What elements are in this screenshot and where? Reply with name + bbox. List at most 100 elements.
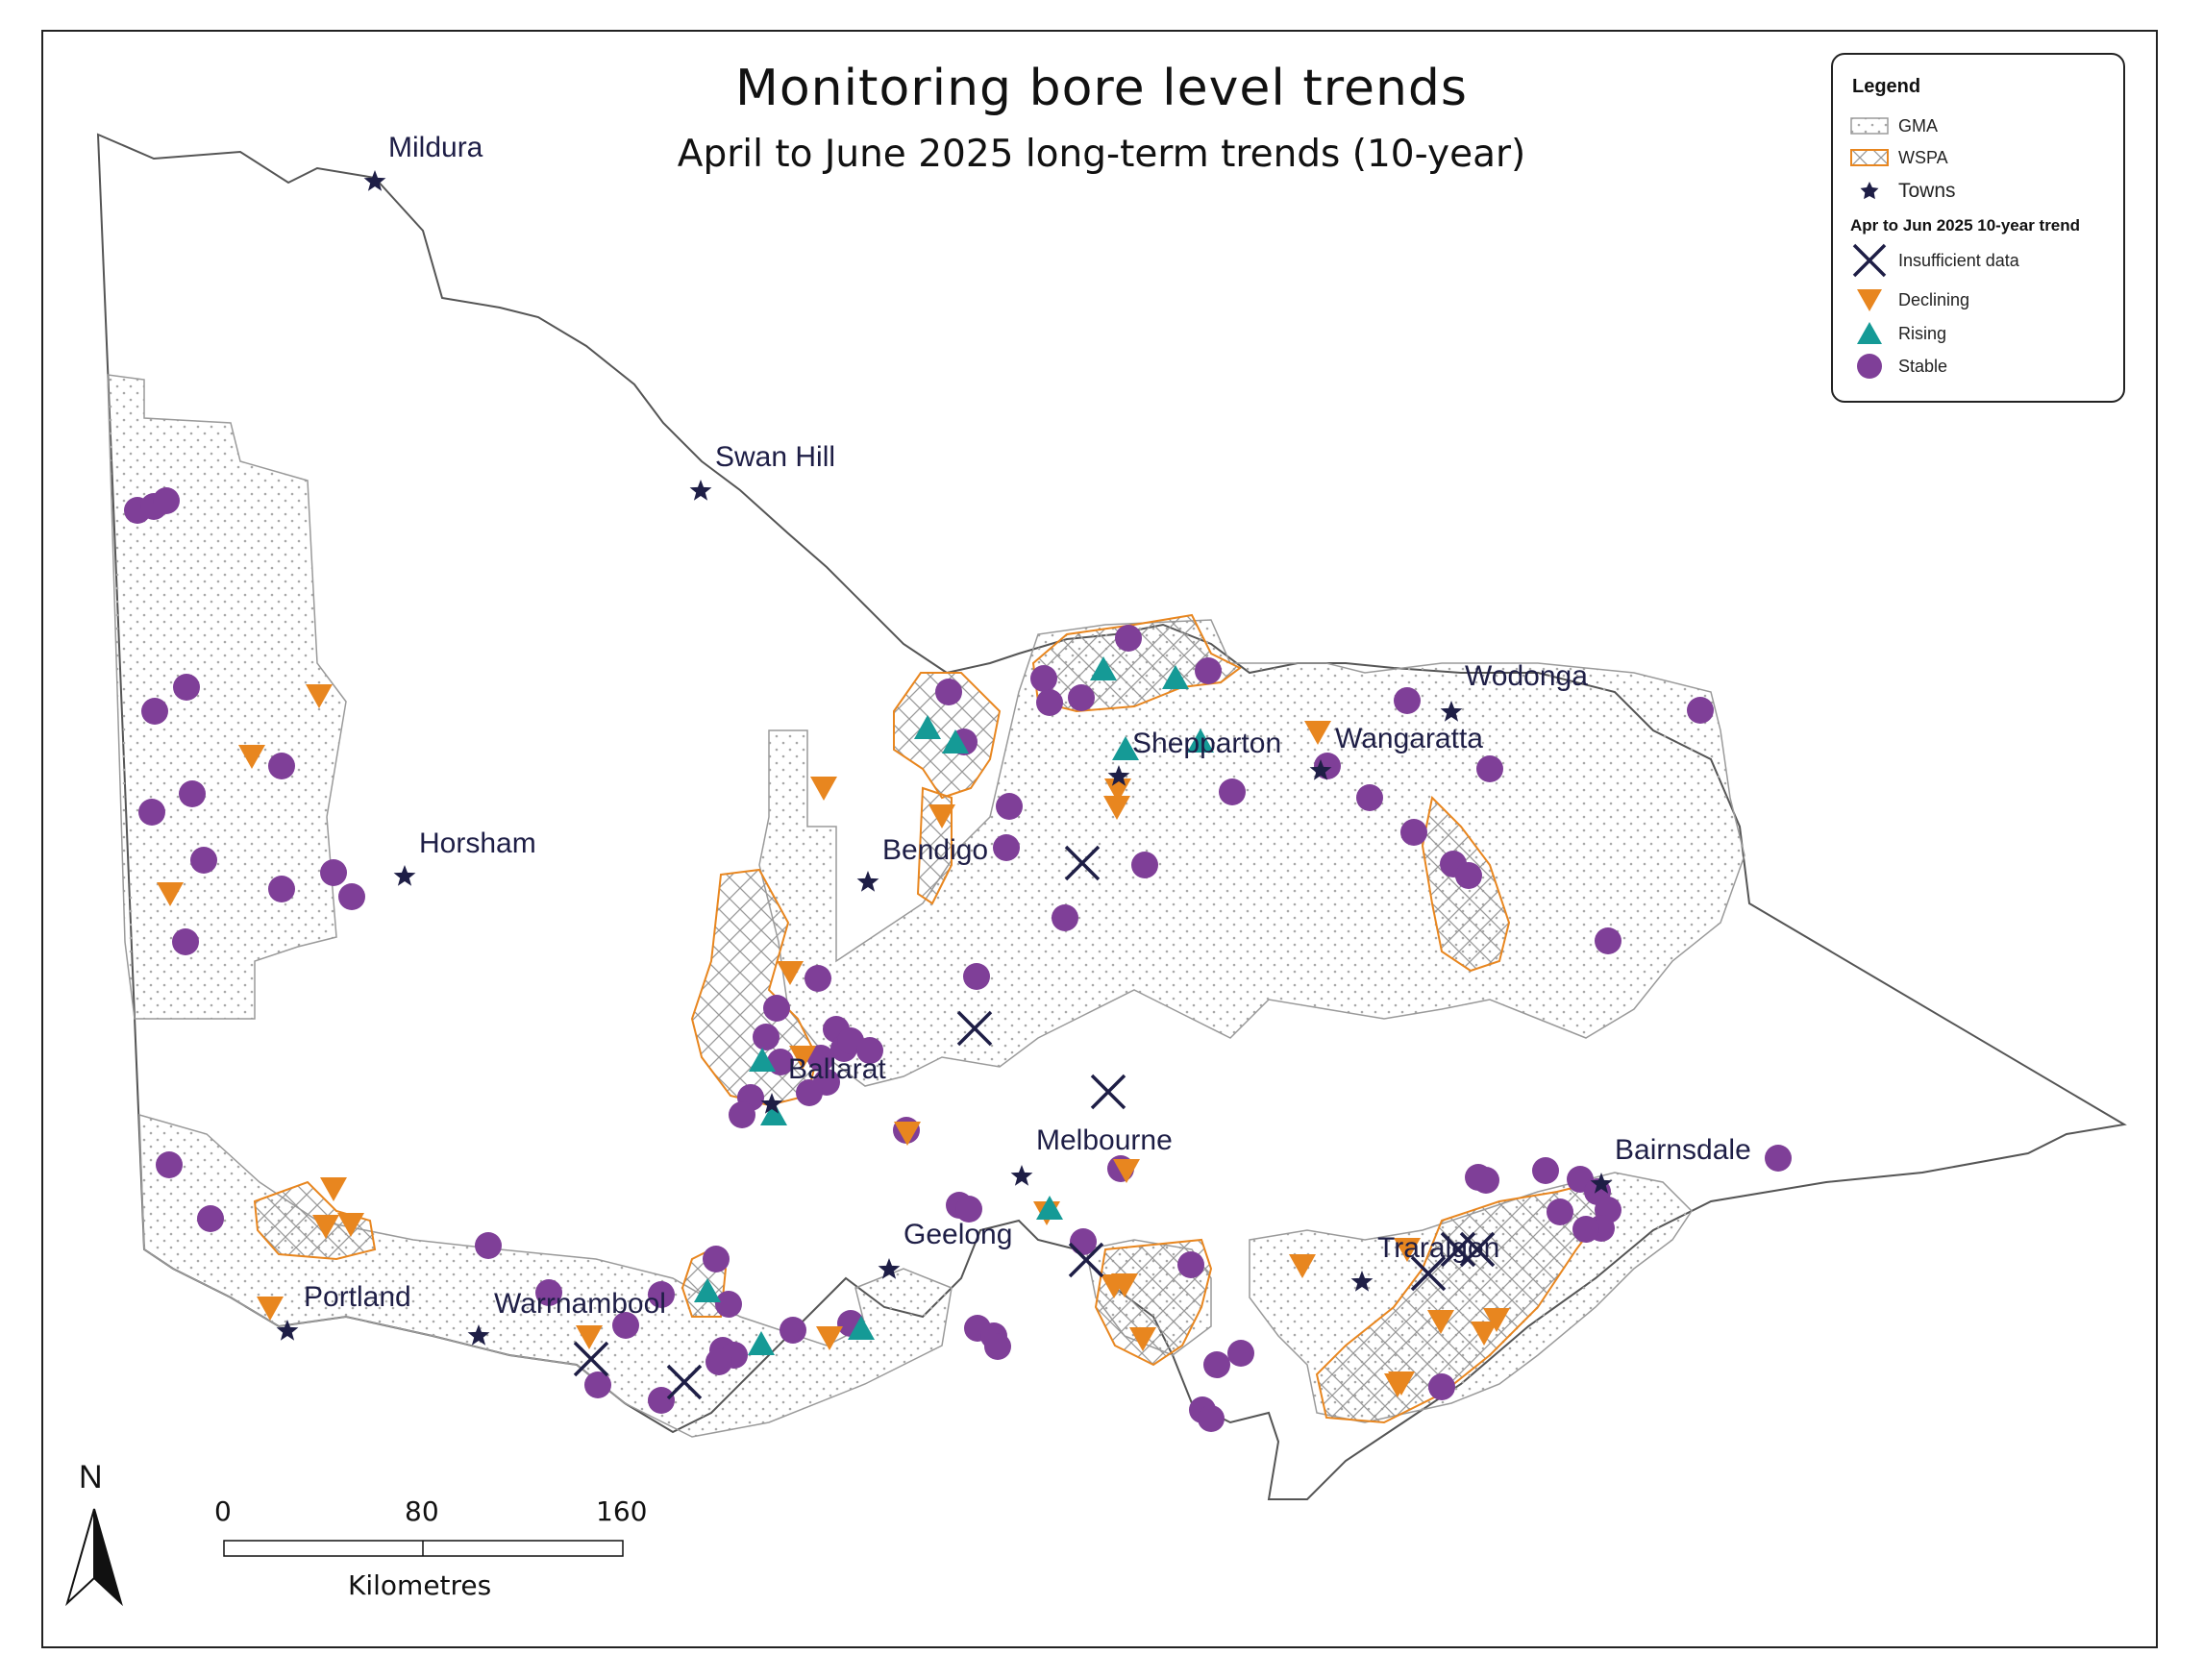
stable-bore-marker — [197, 1205, 224, 1232]
town-star-icon — [1010, 1165, 1033, 1186]
declining-bore-marker — [789, 1046, 816, 1070]
declining-bore-marker — [238, 745, 265, 769]
town-star-icon — [467, 1324, 490, 1346]
stable-bore-marker — [584, 1371, 611, 1398]
triangle-down-icon — [1848, 284, 1891, 316]
town-label-bairnsdale: Bairnsdale — [1615, 1134, 1751, 1166]
stable-bore-marker — [268, 876, 295, 902]
town-label-warrnambool: Warrnambool — [494, 1288, 666, 1320]
stable-bore-marker — [963, 963, 990, 990]
stable-bore-marker — [1203, 1351, 1230, 1378]
stable-bore-marker — [1131, 852, 1158, 878]
town-label-horsham: Horsham — [419, 828, 536, 859]
legend-gma: GMA — [1848, 110, 1938, 142]
legend-wspa-label: WSPA — [1898, 147, 1948, 167]
town-label-shepparton: Shepparton — [1132, 728, 1282, 759]
stable-bore-marker — [804, 965, 831, 992]
town-star-icon — [363, 170, 386, 191]
legend-declining: Declining — [1848, 284, 1969, 316]
declining-bore-marker — [1384, 1373, 1411, 1397]
declining-bore-marker — [810, 777, 837, 801]
declining-bore-marker — [1103, 796, 1130, 820]
stable-bore-marker — [475, 1232, 502, 1259]
stable-bore-marker — [1068, 684, 1095, 711]
legend-towns-label: Towns — [1898, 180, 1956, 202]
stable-bore-marker — [780, 1317, 806, 1344]
insufficient-data-marker — [1090, 1074, 1126, 1110]
stable-bore-marker — [179, 780, 206, 807]
stable-bore-marker — [1356, 784, 1383, 811]
town-label-bendigo: Bendigo — [882, 834, 989, 866]
stable-bore-marker — [320, 859, 347, 886]
stable-bore-marker — [141, 698, 168, 725]
stable-bore-marker — [807, 1045, 834, 1072]
stable-bore-marker — [1455, 862, 1482, 889]
stable-bore-marker — [705, 1348, 732, 1375]
rising-bore-marker — [694, 1278, 721, 1302]
stable-bore-marker — [1219, 778, 1246, 805]
declining-bore-marker — [1129, 1327, 1156, 1351]
insufficient-data-marker — [1410, 1255, 1447, 1292]
stable-bore-marker — [172, 928, 199, 955]
map-title: Monitoring bore level trends — [734, 60, 1469, 117]
legend-stable-label: Stable — [1898, 356, 1948, 376]
stable-bore-marker — [1428, 1373, 1455, 1400]
stable-bore-marker — [648, 1387, 675, 1414]
stable-bore-marker — [1115, 625, 1142, 652]
town-star-icon — [393, 865, 416, 886]
stable-bore-marker — [1547, 1198, 1573, 1225]
stable-bore-marker — [984, 1333, 1011, 1360]
town-label-ballarat: Ballarat — [788, 1053, 886, 1085]
scale-tick-160: 160 — [596, 1495, 648, 1527]
scale-unit: Kilometres — [348, 1569, 492, 1601]
declining-bore-marker — [1304, 721, 1331, 745]
declining-bore-marker — [576, 1325, 603, 1349]
stable-bore-marker — [1227, 1340, 1254, 1367]
declining-bore-marker — [157, 882, 184, 906]
stable-bore-marker — [955, 1196, 982, 1223]
rising-bore-marker — [1187, 729, 1214, 753]
town-star-icon — [1309, 759, 1332, 780]
legend-towns: Towns — [1848, 175, 1956, 208]
declining-bore-marker — [1111, 1273, 1138, 1297]
town-star-icon — [1107, 765, 1130, 786]
stable-bore-marker — [1052, 904, 1078, 931]
insufficient-data-marker — [666, 1364, 703, 1400]
declining-bore-marker — [816, 1326, 843, 1350]
insufficient-data-marker — [1068, 1242, 1104, 1278]
stable-bore-marker — [1595, 927, 1621, 954]
insufficient-data-marker — [956, 1010, 993, 1047]
town-star-icon — [1350, 1271, 1374, 1292]
stable-bore-marker — [1473, 1167, 1499, 1194]
town-label-wangaratta: Wangaratta — [1335, 723, 1483, 754]
map-subtitle: April to June 2025 long-term trends (10-… — [677, 133, 1526, 176]
north-label: N — [79, 1459, 103, 1495]
stable-bore-marker — [648, 1281, 675, 1308]
rising-bore-marker — [1112, 736, 1139, 760]
stable-bore-marker — [993, 834, 1020, 861]
stable-bore-marker — [796, 1079, 823, 1106]
stable-bore-marker — [1195, 657, 1222, 684]
town-label-wodonga: Wodonga — [1465, 660, 1588, 692]
insufficient-data-marker — [1064, 845, 1101, 881]
legend-rising-label: Rising — [1898, 323, 1947, 343]
triangle-up-icon — [1848, 317, 1891, 350]
declining-bore-marker — [1113, 1159, 1140, 1183]
stable-bore-marker — [753, 1024, 780, 1050]
town-label-portland: Portland — [304, 1281, 411, 1313]
declining-bore-marker — [1394, 1238, 1421, 1262]
town-star-icon — [856, 871, 879, 892]
legend: Legend GMA WSPA Towns Apr to Jun 2025 10… — [1831, 53, 2125, 403]
stable-bore-marker — [1572, 1216, 1599, 1243]
stable-bore-marker — [535, 1279, 562, 1306]
stable-bore-marker — [763, 995, 790, 1022]
stable-bore-marker — [715, 1291, 742, 1318]
declining-bore-marker — [320, 1177, 347, 1201]
legend-rising: Rising — [1848, 317, 1946, 350]
insufficient-data-marker — [1440, 1231, 1476, 1268]
town-star-icon — [1440, 701, 1463, 722]
declining-bore-marker — [306, 684, 333, 708]
stable-bore-marker — [190, 847, 217, 874]
stable-bore-marker — [935, 679, 962, 705]
